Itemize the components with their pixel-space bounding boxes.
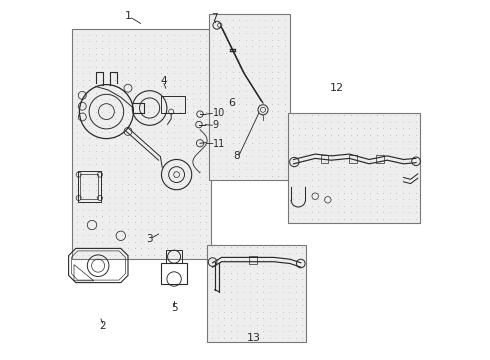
Bar [209,14,290,180]
Bar [320,155,328,163]
Text: 11: 11 [213,139,225,149]
Bar [207,245,306,342]
Bar [162,263,187,284]
Text: 8: 8 [233,151,240,161]
Bar [248,256,257,264]
Bar [166,250,182,263]
Text: 1: 1 [124,11,131,21]
Text: 10: 10 [213,108,225,118]
Text: 13: 13 [247,333,261,343]
Bar [80,174,98,199]
Bar [376,155,384,163]
Text: 6: 6 [228,98,235,108]
Text: 9: 9 [213,120,219,130]
Text: 2: 2 [99,321,106,331]
Text: 3: 3 [147,234,153,244]
Bar [349,155,357,163]
Bar [72,29,211,259]
Text: 7: 7 [211,13,218,23]
Text: 4: 4 [161,76,167,86]
Bar [77,171,101,202]
Text: 12: 12 [330,83,344,93]
Bar [288,113,419,223]
Text: 5: 5 [171,303,177,313]
Bar [162,96,185,113]
